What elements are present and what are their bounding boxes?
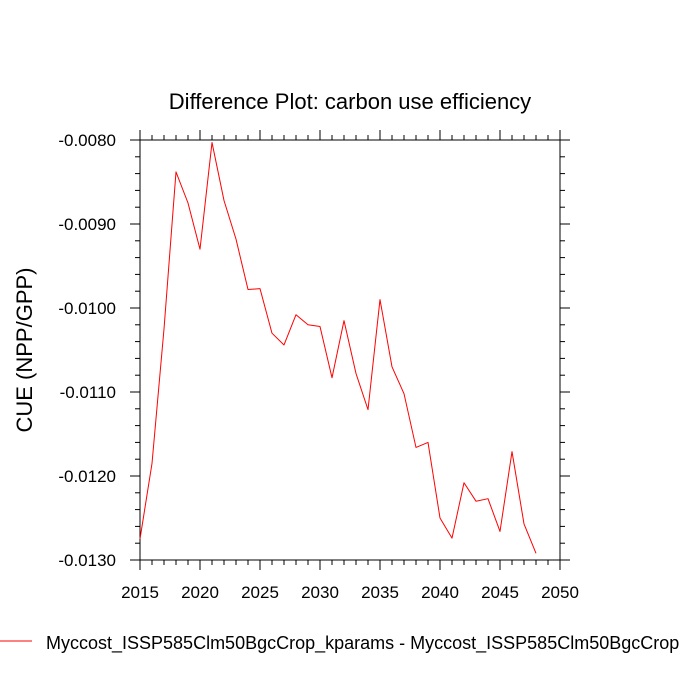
series-line <box>139 142 537 554</box>
y-tick-label: -0.0100 <box>58 299 116 318</box>
y-tick-label: -0.0130 <box>58 551 116 570</box>
series-layer <box>139 142 537 554</box>
y-tick-label: -0.0120 <box>58 467 116 486</box>
x-tick-label: 2050 <box>541 583 579 602</box>
x-tick-label: 2035 <box>361 583 399 602</box>
x-tick-label: 2045 <box>481 583 519 602</box>
x-tick-label: 2025 <box>241 583 279 602</box>
y-axis-label: CUE (NPP/GPP) <box>12 267 37 432</box>
plot-frame <box>139 139 561 561</box>
x-tick-label: 2030 <box>301 583 339 602</box>
x-tick-label: 2020 <box>181 583 219 602</box>
x-tick-label: 2015 <box>121 583 159 602</box>
y-tick-label: -0.0110 <box>60 383 116 402</box>
axis-ticks <box>130 130 570 570</box>
chart-title: Difference Plot: carbon use efficiency <box>169 89 531 114</box>
legend-label: Myccost_ISSP585Clm50BgcCrop_kparams - My… <box>46 633 679 654</box>
y-tick-label: -0.0090 <box>58 215 116 234</box>
x-tick-label: 2040 <box>421 583 459 602</box>
axis-tick-labels: 2015 2020 2025 2030 2035 2040 2045 2050 -0.0080 -… <box>58 131 579 602</box>
y-tick-label: -0.0080 <box>58 131 116 150</box>
legend: Myccost_ISSP585Clm50BgcCrop_kparams - My… <box>0 633 679 654</box>
